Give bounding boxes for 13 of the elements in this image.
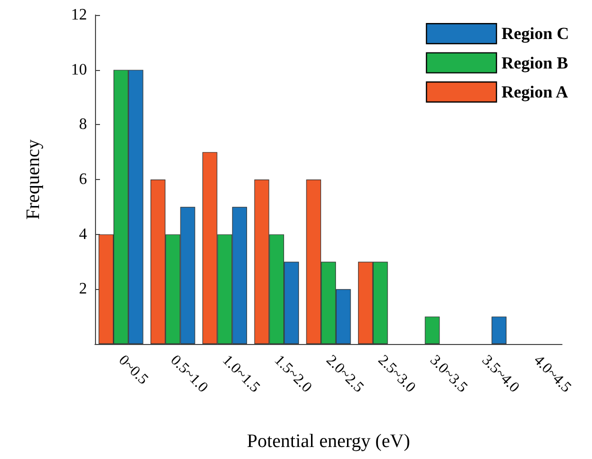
y-tick-label: 4	[79, 226, 87, 243]
y-axis-title: Frequency	[23, 138, 44, 220]
y-tick-label: 6	[79, 171, 87, 188]
x-axis-title: Potential energy (eV)	[246, 431, 410, 452]
y-tick-label: 12	[71, 6, 87, 24]
y-tick-label: 8	[79, 116, 87, 134]
legend-label: Region B	[501, 53, 568, 72]
y-tick-label: 10	[71, 61, 87, 78]
y-tick-label: 2	[79, 280, 87, 298]
bar	[424, 316, 440, 344]
legend-label: Region C	[501, 24, 570, 44]
legend-label: Region A	[501, 82, 569, 102]
bar	[492, 316, 506, 344]
